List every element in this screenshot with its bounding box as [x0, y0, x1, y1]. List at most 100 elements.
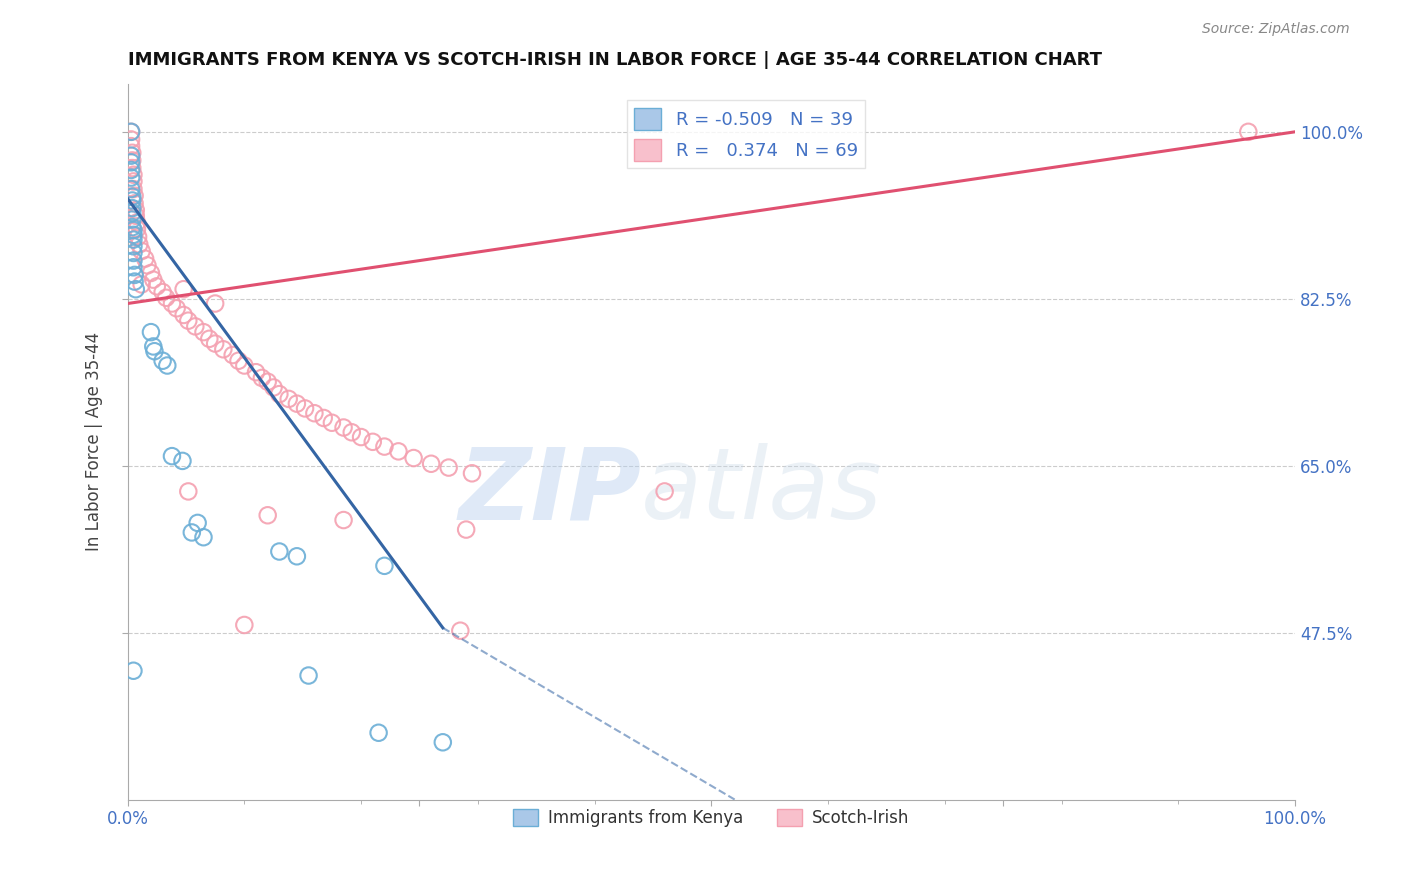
Point — [156, 359, 179, 373]
Point — [121, 201, 143, 215]
Point — [122, 168, 145, 182]
Point — [124, 188, 146, 202]
Point — [256, 508, 278, 523]
Point — [120, 125, 142, 139]
Text: Source: ZipAtlas.com: Source: ZipAtlas.com — [1202, 22, 1350, 37]
Point — [146, 279, 169, 293]
Point — [297, 668, 319, 682]
Point — [173, 282, 195, 296]
Point — [125, 215, 148, 229]
Point — [125, 209, 148, 223]
Point — [212, 343, 235, 357]
Point — [256, 375, 278, 389]
Point — [122, 253, 145, 268]
Point — [139, 266, 162, 280]
Point — [285, 549, 308, 564]
Point — [142, 339, 165, 353]
Point — [121, 153, 143, 168]
Point — [180, 525, 202, 540]
Point — [131, 244, 153, 258]
Point — [121, 220, 143, 235]
Point — [125, 202, 148, 217]
Point — [121, 189, 143, 203]
Point — [221, 348, 243, 362]
Point — [122, 174, 145, 188]
Point — [121, 212, 143, 227]
Point — [204, 296, 226, 310]
Point — [172, 454, 194, 468]
Point — [120, 132, 142, 146]
Point — [263, 380, 285, 394]
Point — [198, 332, 221, 346]
Point — [449, 624, 471, 638]
Point — [402, 450, 425, 465]
Text: ZIP: ZIP — [458, 443, 641, 541]
Point — [277, 392, 299, 406]
Point — [321, 416, 343, 430]
Point — [204, 336, 226, 351]
Point — [121, 161, 143, 175]
Point — [124, 268, 146, 282]
Point — [340, 425, 363, 440]
Text: IMMIGRANTS FROM KENYA VS SCOTCH-IRISH IN LABOR FORCE | AGE 35-44 CORRELATION CHA: IMMIGRANTS FROM KENYA VS SCOTCH-IRISH IN… — [128, 51, 1102, 69]
Point — [456, 523, 478, 537]
Point — [193, 325, 215, 339]
Point — [120, 149, 142, 163]
Point — [373, 558, 395, 573]
Point — [124, 275, 146, 289]
Point — [121, 206, 143, 220]
Point — [285, 397, 308, 411]
Point — [245, 365, 267, 379]
Point — [437, 460, 460, 475]
Point — [177, 314, 200, 328]
Point — [120, 139, 142, 153]
Point — [127, 229, 149, 244]
Point — [125, 282, 148, 296]
Point — [166, 301, 188, 316]
Point — [294, 401, 316, 416]
Point — [120, 163, 142, 178]
Point — [233, 359, 256, 373]
Point — [373, 440, 395, 454]
Text: atlas: atlas — [641, 443, 883, 541]
Point — [142, 273, 165, 287]
Point — [1237, 125, 1260, 139]
Point — [332, 513, 354, 527]
Point — [250, 371, 273, 385]
Point — [461, 467, 484, 481]
Point — [160, 449, 183, 463]
Point — [654, 484, 676, 499]
Point — [122, 260, 145, 275]
Point — [120, 170, 142, 185]
Point — [155, 291, 177, 305]
Point — [177, 484, 200, 499]
Point — [304, 406, 326, 420]
Point — [121, 194, 143, 208]
Point — [152, 285, 174, 299]
Point — [124, 196, 146, 211]
Point — [387, 444, 409, 458]
Point — [228, 353, 250, 368]
Point — [269, 387, 291, 401]
Point — [122, 246, 145, 260]
Point — [122, 664, 145, 678]
Point — [350, 430, 373, 444]
Point — [361, 434, 384, 449]
Point — [125, 222, 148, 236]
Y-axis label: In Labor Force | Age 35-44: In Labor Force | Age 35-44 — [86, 332, 103, 551]
Point — [139, 325, 162, 339]
Point — [160, 296, 183, 310]
Point — [122, 223, 145, 237]
Point — [184, 319, 207, 334]
Point — [187, 516, 209, 530]
Point — [193, 530, 215, 544]
Point — [120, 125, 142, 139]
Point — [122, 227, 145, 242]
Point — [128, 237, 150, 252]
Point — [173, 308, 195, 322]
Point — [420, 457, 443, 471]
Point — [134, 252, 156, 266]
Point — [367, 725, 389, 739]
Point — [122, 233, 145, 247]
Point — [233, 618, 256, 632]
